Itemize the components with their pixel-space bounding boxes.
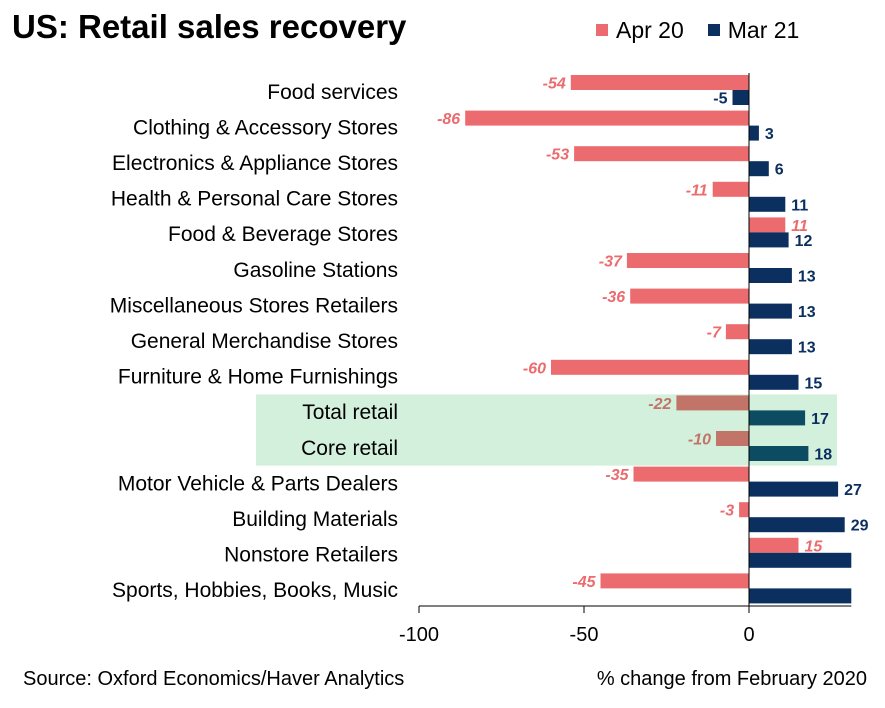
data-label-apr20-nonstore-retailers: 15	[805, 538, 824, 555]
legend-label-mar21: Mar 21	[727, 16, 800, 43]
data-label-apr20-food-services: -54	[543, 76, 566, 93]
category-label-building-materials: Building Materials	[232, 508, 398, 531]
category-label-motor-vehicle-parts-dealers: Motor Vehicle & Parts Dealers	[118, 472, 398, 495]
data-label-mar21-miscellaneous-stores-retailers: 13	[798, 304, 816, 321]
category-label-furniture-home-furnishings: Furniture & Home Furnishings	[118, 366, 398, 389]
bar-apr20-building-materials	[739, 502, 749, 518]
category-label-gasoline-stations: Gasoline Stations	[233, 259, 398, 282]
data-label-apr20-core-retail: -10	[688, 432, 711, 449]
bar-apr20-miscellaneous-stores-retailers	[630, 288, 749, 304]
bar-mar21-clothing-accessory-stores	[749, 125, 759, 141]
data-label-mar21-food-beverage-stores: 12	[795, 233, 813, 250]
data-label-apr20-food-beverage-stores: 11	[791, 218, 808, 235]
data-label-mar21-electronics-appliance-stores: 6	[775, 162, 784, 179]
bar-mar21-total-retail	[749, 410, 806, 426]
bar-apr20-gasoline-stations	[626, 253, 749, 268]
category-label-miscellaneous-stores-retailers: Miscellaneous Stores Retailers	[110, 294, 398, 317]
data-label-mar21-gasoline-stations: 13	[798, 269, 816, 286]
bar-apr20-furniture-home-furnishings	[551, 359, 749, 375]
data-label-mar21-motor-vehicle-parts-dealers: 27	[844, 482, 862, 499]
legend-swatch-mar21	[707, 24, 720, 36]
data-label-mar21-furniture-home-furnishings: 15	[805, 375, 823, 392]
data-label-apr20-clothing-accessory-stores: -86	[437, 111, 460, 128]
data-label-apr20-total-retail: -22	[648, 396, 671, 413]
category-label-general-merchandise-stores: General Merchandise Stores	[131, 330, 398, 353]
category-label-food-beverage-stores: Food & Beverage Stores	[168, 223, 398, 246]
bar-mar21-sports-hobbies-books-music	[749, 588, 852, 604]
bar-apr20-core-retail	[716, 431, 749, 446]
data-label-mar21-general-merchandise-stores: 13	[798, 340, 816, 357]
legend-item-mar21: Mar 21	[707, 16, 800, 44]
bar-mar21-miscellaneous-stores-retailers	[749, 303, 792, 319]
data-label-apr20-sports-hobbies-books-music: -45	[572, 574, 596, 591]
x-tick-label-0: 0	[743, 624, 754, 646]
bar-apr20-electronics-appliance-stores	[574, 146, 749, 162]
category-label-food-services: Food services	[267, 81, 398, 104]
bar-mar21-gasoline-stations	[749, 268, 792, 283]
unit-note: % change from February 2020	[596, 668, 867, 690]
category-label-health-personal-care-stores: Health & Personal Care Stores	[111, 188, 398, 211]
bar-apr20-general-merchandise-stores	[725, 324, 749, 340]
data-label-mar21-core-retail: 18	[814, 447, 832, 464]
bar-mar21-nonstore-retailers	[749, 552, 852, 568]
data-label-apr20-miscellaneous-stores-retailers: -36	[602, 289, 625, 306]
bar-mar21-building-materials	[749, 517, 845, 533]
bar-mar21-motor-vehicle-parts-dealers	[749, 481, 839, 497]
data-label-apr20-electronics-appliance-stores: -53	[546, 147, 569, 164]
category-label-core-retail: Core retail	[301, 437, 398, 460]
bar-apr20-nonstore-retailers	[749, 537, 799, 553]
data-label-mar21-building-materials: 29	[851, 518, 869, 535]
bar-mar21-general-merchandise-stores	[749, 339, 792, 355]
bar-apr20-food-services	[570, 75, 749, 90]
legend-label-apr20: Apr 20	[616, 16, 684, 43]
bar-apr20-motor-vehicle-parts-dealers	[633, 466, 749, 482]
category-label-total-retail: Total retail	[302, 401, 398, 424]
data-label-mar21-food-services: -5	[713, 91, 727, 108]
bar-mar21-core-retail	[749, 446, 809, 461]
data-label-apr20-general-merchandise-stores: -7	[707, 325, 722, 342]
bar-apr20-food-beverage-stores	[749, 217, 786, 233]
data-label-mar21-total-retail: 17	[811, 411, 829, 428]
legend: Apr 20 Mar 21	[596, 14, 799, 46]
bar-apr20-total-retail	[676, 395, 749, 411]
data-label-apr20-furniture-home-furnishings: -60	[523, 360, 546, 377]
data-label-apr20-motor-vehicle-parts-dealers: -35	[605, 467, 629, 484]
bar-mar21-health-personal-care-stores	[749, 196, 786, 212]
x-tick-label-50: -50	[570, 624, 599, 646]
category-label-electronics-appliance-stores: Electronics & Appliance Stores	[112, 152, 398, 175]
bar-mar21-electronics-appliance-stores	[749, 161, 769, 177]
bar-apr20-health-personal-care-stores	[712, 181, 749, 197]
category-label-nonstore-retailers: Nonstore Retailers	[224, 544, 398, 567]
data-label-mar21-clothing-accessory-stores: 3	[765, 126, 774, 143]
bar-mar21-food-beverage-stores	[749, 232, 789, 248]
category-label-clothing-accessory-stores: Clothing & Accessory Stores	[133, 116, 398, 139]
x-tick-label-100: -100	[399, 624, 439, 646]
legend-swatch-apr20	[596, 24, 608, 36]
chart-title: US: Retail sales recovery	[12, 8, 407, 45]
bar-mar21-furniture-home-furnishings	[749, 374, 799, 390]
source-note: Source: Oxford Economics/Haver Analytics	[23, 668, 405, 690]
data-label-apr20-building-materials: -3	[720, 503, 734, 520]
data-label-apr20-health-personal-care-stores: -11	[686, 182, 708, 199]
data-label-apr20-gasoline-stations: -37	[599, 254, 623, 271]
category-label-sports-hobbies-books-music: Sports, Hobbies, Books, Music	[112, 579, 398, 602]
data-label-mar21-health-personal-care-stores: 11	[791, 197, 808, 214]
legend-item-apr20: Apr 20	[596, 17, 684, 44]
bar-apr20-clothing-accessory-stores	[465, 110, 749, 126]
bar-mar21-food-services	[732, 90, 749, 105]
bar-apr20-sports-hobbies-books-music	[600, 573, 749, 589]
